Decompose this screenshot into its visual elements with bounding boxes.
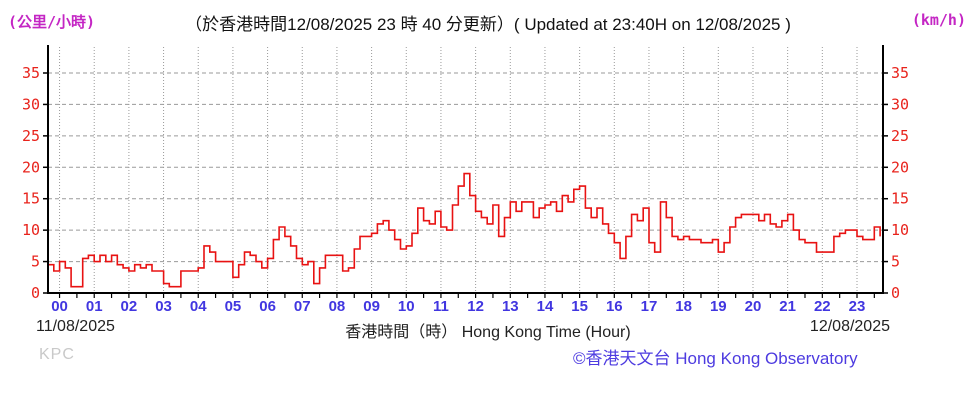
svg-text:14: 14 bbox=[537, 298, 554, 315]
svg-text:11: 11 bbox=[433, 298, 449, 315]
svg-text:25: 25 bbox=[22, 127, 40, 145]
svg-text:35: 35 bbox=[891, 64, 909, 82]
svg-text:20: 20 bbox=[745, 298, 762, 315]
svg-text:10: 10 bbox=[22, 221, 40, 239]
svg-text:30: 30 bbox=[22, 95, 40, 113]
svg-text:12: 12 bbox=[467, 298, 484, 315]
svg-text:17: 17 bbox=[641, 298, 658, 315]
svg-text:35: 35 bbox=[22, 64, 40, 82]
svg-text:21: 21 bbox=[779, 298, 796, 315]
svg-text:19: 19 bbox=[710, 298, 727, 315]
svg-text:16: 16 bbox=[606, 298, 623, 315]
x-axis-start-date: 11/08/2025 bbox=[36, 318, 115, 335]
svg-text:08: 08 bbox=[329, 298, 346, 315]
svg-text:06: 06 bbox=[259, 298, 276, 315]
svg-text:0: 0 bbox=[31, 284, 40, 302]
svg-text:10: 10 bbox=[398, 298, 415, 315]
svg-text:23: 23 bbox=[849, 298, 866, 315]
svg-text:20: 20 bbox=[891, 158, 909, 176]
svg-text:13: 13 bbox=[502, 298, 519, 315]
svg-text:5: 5 bbox=[31, 253, 40, 271]
x-axis-caption: 香港時間（時） Hong Kong Time (Hour) bbox=[345, 324, 631, 341]
y-axis-unit-left-label: (公里/小時) bbox=[8, 13, 96, 31]
svg-text:02: 02 bbox=[121, 298, 138, 315]
chart-update-title: （於香港時間12/08/2025 23 時 40 分更新）( Updated a… bbox=[185, 15, 791, 34]
svg-text:22: 22 bbox=[814, 298, 831, 315]
x-axis-end-date: 12/08/2025 bbox=[809, 318, 890, 335]
svg-text:15: 15 bbox=[571, 298, 588, 315]
svg-text:04: 04 bbox=[190, 298, 207, 315]
svg-text:25: 25 bbox=[891, 127, 909, 145]
station-code-watermark: KPC bbox=[39, 346, 75, 363]
svg-text:01: 01 bbox=[86, 298, 103, 315]
svg-text:18: 18 bbox=[675, 298, 692, 315]
svg-text:5: 5 bbox=[891, 253, 900, 271]
svg-text:00: 00 bbox=[51, 298, 68, 315]
svg-text:05: 05 bbox=[225, 298, 242, 315]
svg-text:20: 20 bbox=[22, 158, 40, 176]
svg-text:30: 30 bbox=[891, 95, 909, 113]
svg-text:09: 09 bbox=[363, 298, 380, 315]
observatory-copyright: ©香港天文台 Hong Kong Observatory bbox=[573, 349, 858, 368]
svg-text:10: 10 bbox=[891, 221, 909, 239]
y-axis-unit-right-label: (km/h) bbox=[911, 11, 966, 29]
svg-text:0: 0 bbox=[891, 284, 900, 302]
svg-text:07: 07 bbox=[294, 298, 311, 315]
svg-text:15: 15 bbox=[891, 190, 909, 208]
svg-text:15: 15 bbox=[22, 190, 40, 208]
svg-text:03: 03 bbox=[155, 298, 172, 315]
